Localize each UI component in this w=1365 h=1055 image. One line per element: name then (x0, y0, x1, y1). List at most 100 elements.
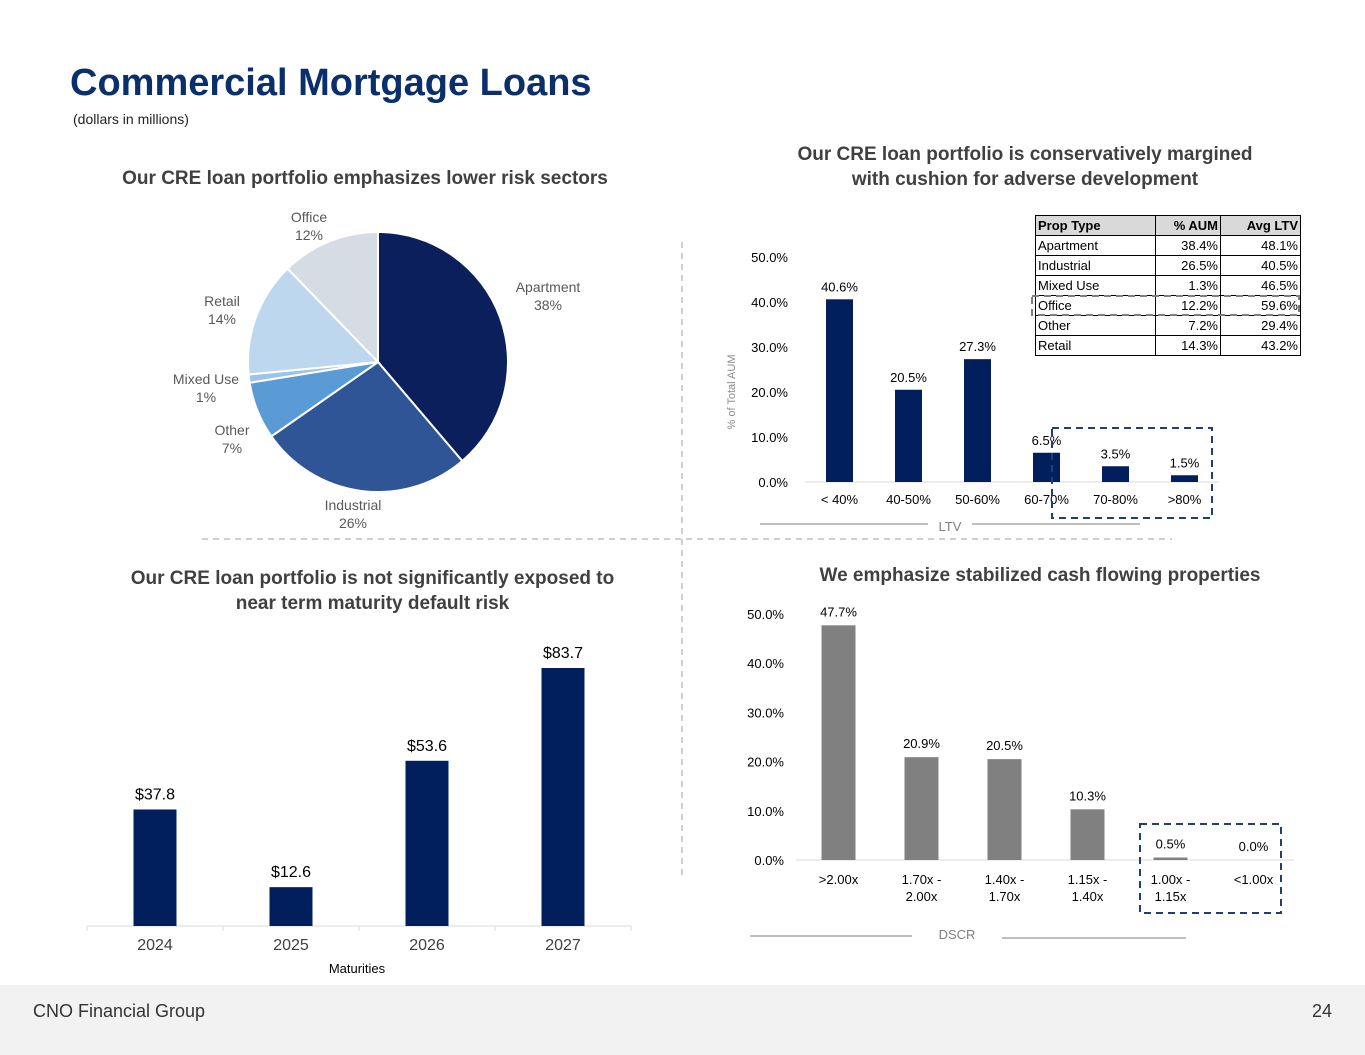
ltv-title-line2: with cushion for adverse development (851, 169, 1199, 190)
x-tick-label: >80% (1168, 492, 1202, 507)
header-avg-ltv: Avg LTV (1220, 215, 1301, 236)
y-tick-label: 30.0% (751, 340, 788, 355)
pie-label-name: Apartment (516, 279, 581, 295)
x-tick-label: <1.00x (1234, 872, 1274, 887)
bar-value-label: 0.0% (1239, 839, 1269, 854)
dscr-highlight-box (1139, 823, 1282, 914)
cell-avg-ltv: 29.4% (1220, 315, 1301, 336)
y-axis-title: % of Total AUM (726, 355, 738, 430)
ltv-bar (826, 299, 853, 482)
footer-company: CNO Financial Group (33, 1001, 206, 1021)
ltv-bar-chart: 0.0% 10.0% 20.0% 30.0% 40.0% 50.0% % of Total … (726, 250, 1219, 534)
x-tick-label: 1.00x - (1151, 872, 1191, 887)
bar-value-label: 27.3% (959, 339, 996, 354)
ltv-bar (1102, 466, 1129, 482)
x-tick-label: 1.40x (1072, 889, 1104, 904)
table-row: Office 12.2% 59.6% (1035, 295, 1301, 316)
dscr-bar (987, 759, 1022, 860)
page-title: Commercial Mortgage Loans (70, 62, 592, 104)
dscr-bar (1070, 809, 1105, 860)
y-tick-label: 50.0% (747, 607, 784, 622)
property-ltv-table: Prop Type % AUM Avg LTV Apartment 38.4% 48… (1035, 215, 1301, 356)
header-prop-type: Prop Type (1035, 215, 1156, 236)
x-tick-label: 1.15x (1155, 889, 1187, 904)
table-row: Apartment 38.4% 48.1% (1035, 235, 1301, 256)
maturity-bar (133, 809, 177, 926)
bar-value-label: $12.6 (271, 864, 311, 881)
table-row: Other 7.2% 29.4% (1035, 315, 1301, 336)
office-row-highlight (1031, 295, 1300, 316)
y-tick-label: 10.0% (747, 804, 784, 819)
pie-label-pct: 14% (208, 311, 236, 327)
page-number: 24 (1311, 1001, 1332, 1021)
bar-value-label: $83.7 (543, 645, 583, 662)
bar-value-label: 10.3% (1069, 788, 1106, 803)
y-tick-label: 20.0% (751, 385, 788, 400)
pie-slice-office (286, 230, 379, 365)
cell-pct-aum: 38.4% (1155, 235, 1221, 256)
cell-pct-aum: 26.5% (1155, 255, 1221, 276)
cell-avg-ltv: 40.5% (1220, 255, 1301, 276)
maturity-title-line1: Our CRE loan portfolio is not significan… (130, 568, 615, 589)
pie-label-name: Industrial (325, 497, 382, 513)
maturity-title-line2: near term maturity default risk (235, 593, 510, 614)
maturity-bar (269, 887, 313, 926)
cell-avg-ltv: 46.5% (1220, 275, 1301, 296)
maturity-section-title: Our CRE loan portfolio is not significan… (60, 566, 685, 616)
x-tick-label: 2025 (273, 937, 309, 954)
page-subtitle: (dollars in millions) (73, 111, 189, 127)
cell-prop-type: Apartment (1035, 235, 1156, 256)
y-tick-label: 40.0% (751, 295, 788, 310)
bar-value-label: 40.6% (821, 279, 858, 294)
pie-slice-industrial (269, 360, 464, 493)
cell-pct-aum: 7.2% (1155, 315, 1221, 336)
bar-value-label: 3.5% (1101, 446, 1131, 461)
y-tick-label: 20.0% (747, 755, 784, 770)
x-axis-title: DSCR (939, 927, 976, 942)
x-tick-label: 2026 (409, 937, 445, 954)
y-tick-label: 30.0% (747, 705, 784, 720)
x-tick-label: 70-80% (1093, 492, 1138, 507)
dscr-bar-chart: 0.0% 10.0% 20.0% 30.0% 40.0% 50.0% 47.7% >2.00x… (747, 604, 1294, 942)
x-tick-label: 1.70x - (902, 872, 942, 887)
bar-value-label: $53.6 (407, 738, 447, 755)
x-axis-title: LTV (939, 519, 962, 534)
y-tick-label: 0.0% (758, 475, 788, 490)
dscr-section-title: We emphasize stabilized cash flowing pro… (819, 565, 1261, 586)
x-tick-label: 1.70x (989, 889, 1021, 904)
x-tick-label: < 40% (821, 492, 859, 507)
bar-value-label: 6.5% (1032, 433, 1062, 448)
bar-value-label: 20.5% (890, 370, 927, 385)
x-tick-label: 1.40x - (985, 872, 1025, 887)
bar-value-label: 1.5% (1170, 455, 1200, 470)
x-tick-label: 50-60% (955, 492, 1000, 507)
table-row: Industrial 26.5% 40.5% (1035, 255, 1301, 276)
x-tick-label: 2024 (137, 937, 173, 954)
table-header-row: Prop Type % AUM Avg LTV (1035, 215, 1301, 236)
x-tick-label: 40-50% (886, 492, 931, 507)
dscr-bar (1153, 857, 1188, 860)
pie-label-name: Mixed Use (173, 371, 239, 387)
cell-avg-ltv: 43.2% (1220, 335, 1301, 356)
dscr-bar (904, 757, 939, 860)
header-pct-aum: % AUM (1155, 215, 1221, 236)
ltv-bar (895, 389, 922, 482)
pie-label-pct: 1% (196, 389, 216, 405)
cell-prop-type: Mixed Use (1035, 275, 1156, 296)
ltv-title-line1: Our CRE loan portfolio is conservatively… (797, 144, 1253, 165)
table-row: Retail 14.3% 43.2% (1035, 335, 1301, 356)
sector-pie-chart: Apartment 38% Industrial 26% Other 7% Mixed Us… (173, 209, 581, 531)
ltv-section-title: Our CRE loan portfolio is conservatively… (720, 142, 1330, 192)
maturity-bar (541, 668, 585, 926)
x-tick-label: 1.15x - (1068, 872, 1108, 887)
bar-value-label: 20.5% (986, 738, 1023, 753)
y-tick-label: 0.0% (754, 853, 784, 868)
pie-slice-apartment (377, 230, 509, 463)
cell-prop-type: Retail (1035, 335, 1156, 356)
bar-value-label: $37.8 (135, 786, 175, 803)
x-tick-label: 2027 (545, 937, 581, 954)
ltv-bar (1171, 475, 1198, 482)
y-tick-label: 10.0% (751, 430, 788, 445)
cell-prop-type: Other (1035, 315, 1156, 336)
